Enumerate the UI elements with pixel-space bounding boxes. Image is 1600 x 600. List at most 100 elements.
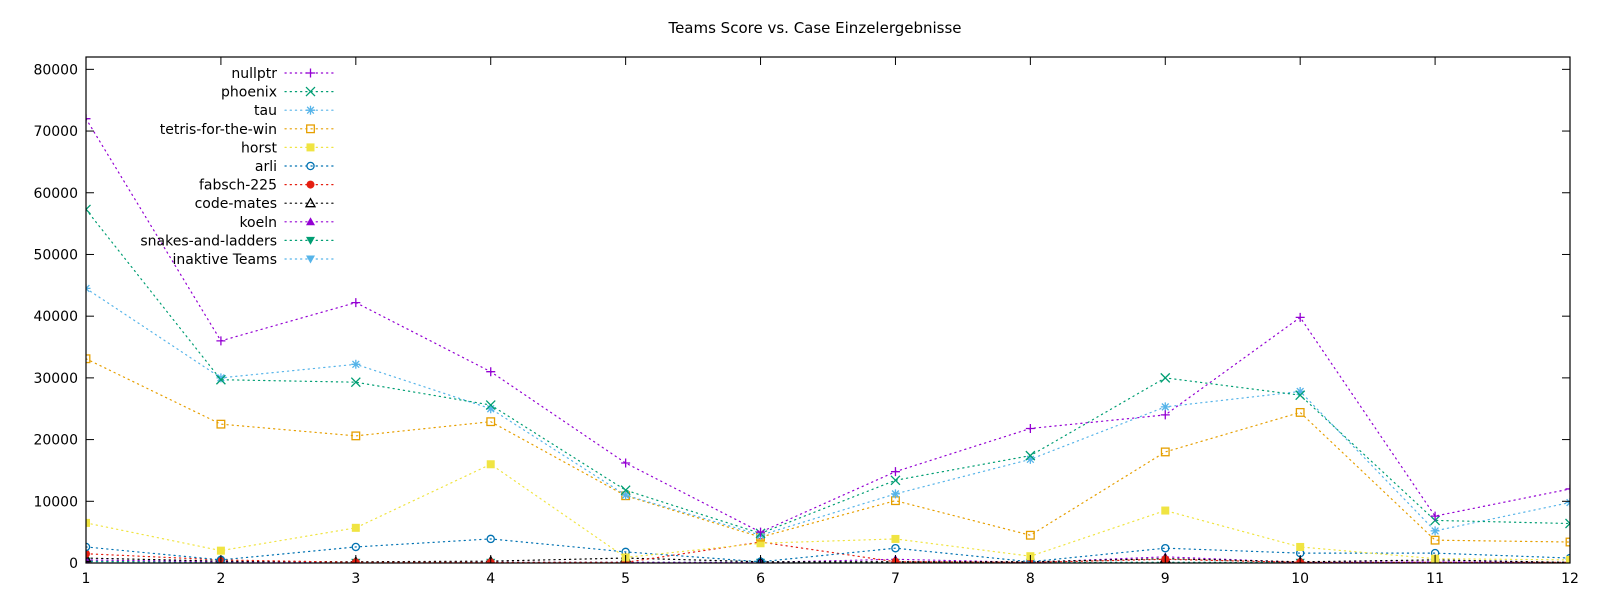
data-point-horst-12	[1566, 555, 1570, 563]
data-point-tetris-for-the-win-3	[351, 431, 361, 441]
legend-label: phoenix	[221, 85, 277, 101]
legend-entry-nullptr: nullptr	[231, 66, 335, 82]
series-phoenix	[86, 204, 1570, 539]
series-line-horst	[86, 463, 1570, 561]
data-point-phoenix-2	[215, 374, 226, 385]
x-tick-label: 3	[351, 571, 360, 587]
legend-marker-nullptr	[306, 68, 315, 78]
legend-label: tetris-for-the-win	[160, 122, 277, 138]
data-point-code-mates-6	[756, 555, 765, 563]
data-point-tetris-for-the-win-4	[486, 417, 496, 427]
data-point-nullptr-12	[1565, 484, 1570, 494]
data-point-tetris-for-the-win-11	[1430, 535, 1440, 545]
x-tick-label: 11	[1426, 571, 1444, 587]
data-point-horst-9	[1161, 506, 1170, 515]
data-point-tetris-for-the-win-10	[1295, 407, 1305, 417]
x-tick-label: 12	[1561, 571, 1579, 587]
legend-label: koeln	[239, 215, 277, 231]
legend-marker-code-mates	[304, 197, 317, 208]
data-point-nullptr-6	[756, 527, 766, 537]
legend-entry-snakes-and-ladders: snakes-and-ladders	[140, 233, 335, 249]
series-line-koeln	[86, 556, 1570, 563]
data-point-tetris-for-the-win-2	[216, 419, 226, 429]
data-point-arli-7	[891, 543, 900, 553]
data-point-horst-4	[486, 460, 495, 469]
legend-entry-phoenix: phoenix	[221, 85, 335, 101]
y-tick-label: 0	[69, 556, 78, 572]
legend-label: horst	[241, 140, 277, 156]
data-point-horst-6	[756, 539, 765, 548]
data-point-tau-2	[216, 373, 226, 383]
legend-label: inaktive Teams	[173, 252, 277, 268]
data-point-horst-1	[86, 518, 90, 527]
series-line-tau	[86, 287, 1570, 536]
data-point-phoenix-4	[485, 400, 496, 410]
data-point-tetris-for-the-win-1	[86, 354, 91, 364]
data-point-nullptr-5	[621, 458, 631, 468]
data-point-tetris-for-the-win-8	[1025, 530, 1035, 540]
data-point-tau-4	[486, 404, 496, 414]
data-point-nullptr-1	[86, 114, 91, 124]
x-tick-label: 4	[486, 571, 495, 587]
y-tick-label: 40000	[33, 309, 78, 325]
y-tick-label: 70000	[33, 124, 78, 140]
series-line-nullptr	[86, 118, 1570, 533]
series-line-code-mates	[86, 557, 1570, 563]
data-point-phoenix-5	[620, 485, 631, 496]
legend-entry-tetris-for-the-win: tetris-for-the-win	[160, 122, 335, 138]
series-tau	[86, 283, 1570, 540]
legend-marker-koeln	[306, 217, 315, 226]
data-point-fabsch-225-1	[86, 549, 90, 558]
data-point-phoenix-10	[1295, 390, 1306, 401]
data-point-tau-10	[1295, 386, 1305, 396]
y-tick-label: 60000	[33, 186, 78, 202]
data-point-tau-3	[351, 359, 361, 369]
x-tick-label: 8	[1026, 571, 1035, 587]
x-tick-label: 5	[621, 571, 630, 587]
series-koeln	[86, 552, 1570, 563]
data-point-phoenix-12	[1565, 518, 1570, 529]
legend: nullptr phoenix tau tetris-for-the-win horst…	[140, 66, 335, 268]
data-point-phoenix-1	[86, 204, 91, 215]
data-point-tetris-for-the-win-9	[1160, 447, 1170, 457]
data-point-arli-3	[351, 542, 361, 552]
x-tick-label: 2	[216, 571, 225, 587]
data-point-horst-3	[351, 523, 360, 532]
data-point-arli-4	[486, 534, 495, 544]
x-tick-label: 1	[82, 571, 91, 587]
data-point-phoenix-7	[890, 475, 901, 486]
x-tick-label: 9	[1161, 571, 1170, 587]
legend-marker-arli	[306, 161, 315, 171]
data-point-horst-2	[216, 546, 225, 555]
legend-marker-phoenix	[305, 86, 316, 97]
data-point-nullptr-8	[1025, 423, 1035, 433]
data-point-arli-9	[1161, 543, 1170, 553]
plot-frame	[85, 56, 1571, 564]
series-tetris-for-the-win	[86, 354, 1570, 547]
data-point-tau-9	[1160, 402, 1170, 412]
x-tick-label: 7	[891, 571, 900, 587]
data-point-nullptr-11	[1430, 511, 1440, 521]
y-tick-label: 50000	[33, 247, 78, 263]
legend-marker-tetris-for-the-win	[306, 124, 315, 134]
legend-entry-tau: tau	[254, 103, 335, 119]
y-tick-label: 10000	[33, 494, 78, 510]
data-point-nullptr-2	[216, 336, 226, 346]
series-nullptr	[86, 114, 1570, 537]
legend-entry-fabsch-225: fabsch-225	[199, 178, 335, 194]
data-point-tau-8	[1025, 454, 1035, 464]
data-point-nullptr-3	[351, 298, 361, 308]
legend-label: snakes-and-ladders	[140, 233, 277, 249]
axes: 0 10000 20000 30000 40000 50000 60000 70000 8000…	[33, 56, 1579, 587]
series-horst	[86, 460, 1570, 563]
data-point-nullptr-10	[1295, 312, 1305, 322]
data-point-tau-7	[890, 489, 900, 499]
legend-entry-code-mates: code-mates	[195, 196, 335, 212]
legend-marker-tau	[306, 105, 315, 115]
legend-marker-snakes-and-ladders	[306, 236, 315, 245]
data-point-tau-11	[1430, 526, 1440, 536]
series-line-arli	[86, 538, 1570, 563]
data-point-horst-7	[891, 534, 900, 543]
legend-marker-horst	[306, 143, 315, 152]
